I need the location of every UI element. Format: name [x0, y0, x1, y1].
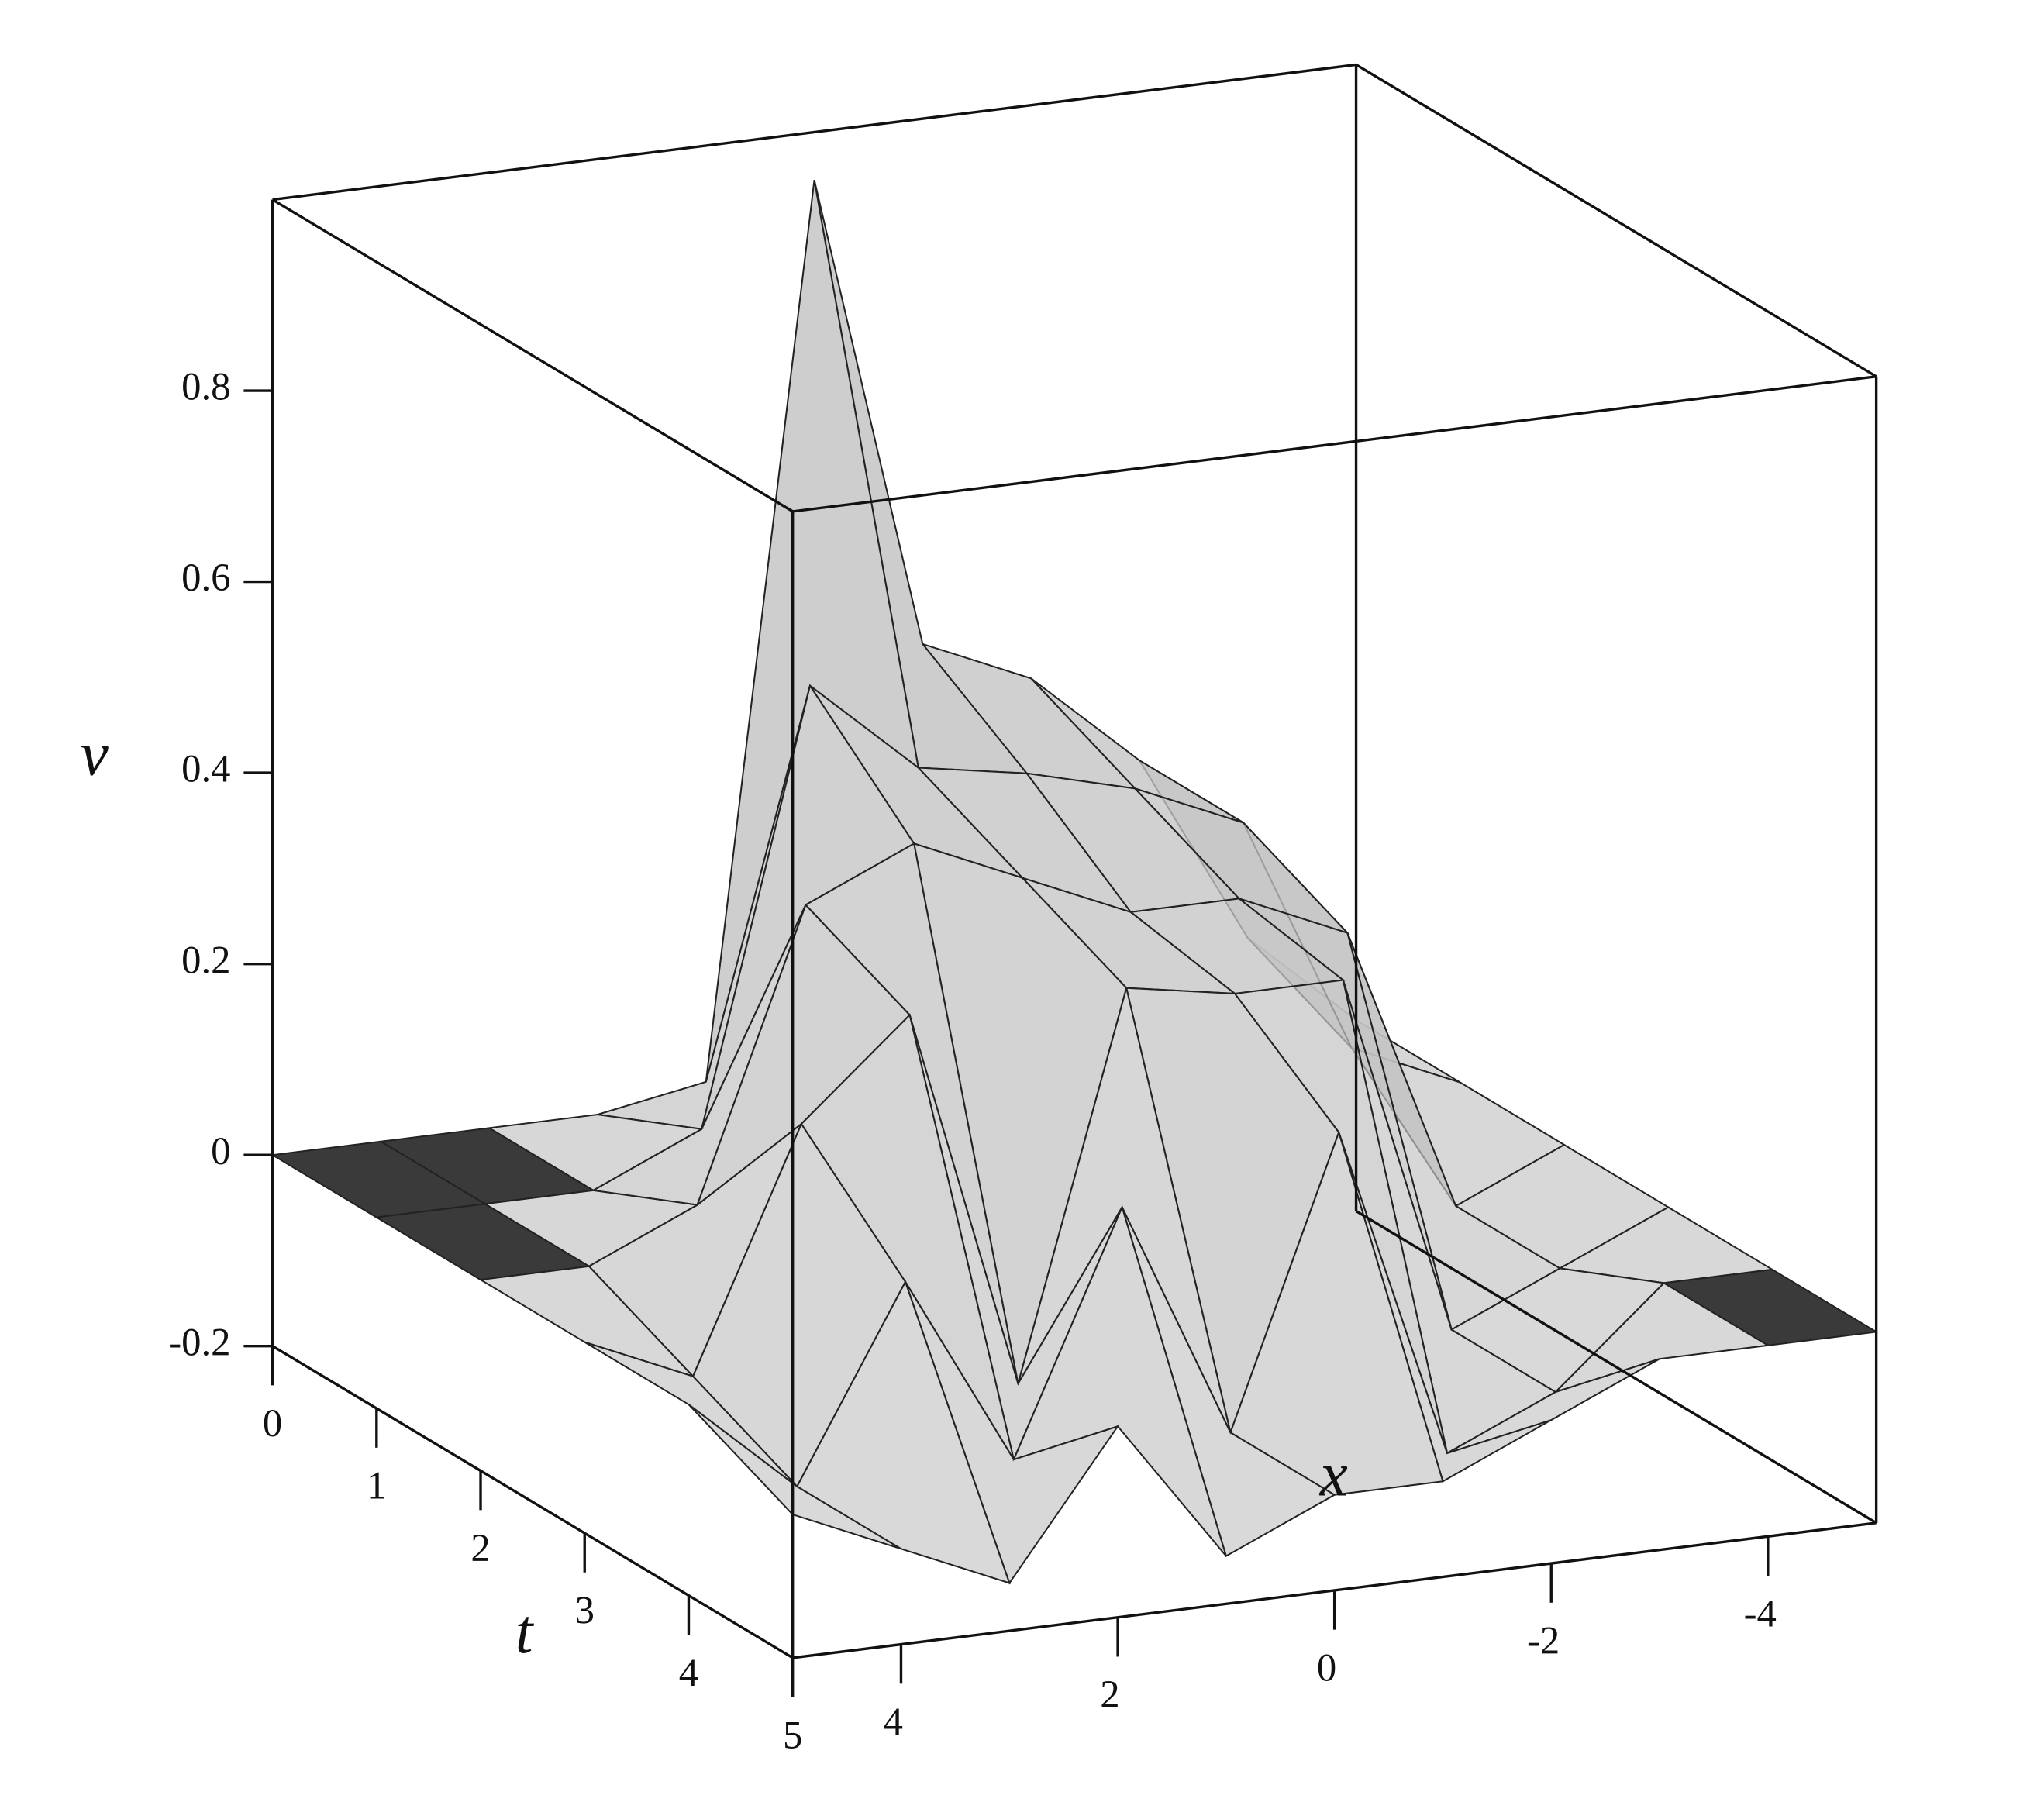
z-tick-label: -0.2	[168, 1320, 230, 1363]
z-tick-label: 0.6	[181, 556, 230, 599]
z-tick-label: 0	[211, 1129, 230, 1173]
y-tick-label: 5	[783, 1713, 802, 1756]
y-tick-label: 3	[575, 1588, 595, 1632]
surface-patch	[688, 1404, 901, 1550]
box-edge	[271, 198, 794, 513]
x-tick-label: -4	[1744, 1592, 1777, 1635]
y-tick-label: 0	[263, 1401, 282, 1445]
z-axis-label: v	[81, 719, 109, 789]
x-axis-label: x	[1319, 1439, 1348, 1509]
x-tick-label: 0	[1317, 1645, 1336, 1689]
x-tick-label: 2	[1100, 1673, 1119, 1716]
box-edge	[792, 375, 1877, 513]
z-tick-label: 0.4	[181, 747, 230, 791]
x-tick-label: 4	[884, 1700, 903, 1743]
y-axis-label: t	[515, 1597, 535, 1666]
y-tick-label: 4	[679, 1651, 698, 1694]
x-tick-label: -2	[1527, 1619, 1560, 1663]
z-tick-label: 0.8	[181, 365, 230, 408]
box-edge	[272, 63, 1356, 202]
box-edge	[1355, 1210, 1877, 1525]
box-edge	[271, 1345, 794, 1659]
frame: -0.2 0 0.2 0.4 0.6 0.8 0 1 2 3 4 5 4 2 0 -2 -4	[168, 63, 1878, 1756]
y-tick-label: 2	[470, 1526, 490, 1570]
z-tick-label: 0.2	[181, 938, 230, 981]
surface	[270, 179, 1879, 1585]
box-edge	[1355, 64, 1877, 378]
y-tick-label: 1	[367, 1464, 386, 1508]
